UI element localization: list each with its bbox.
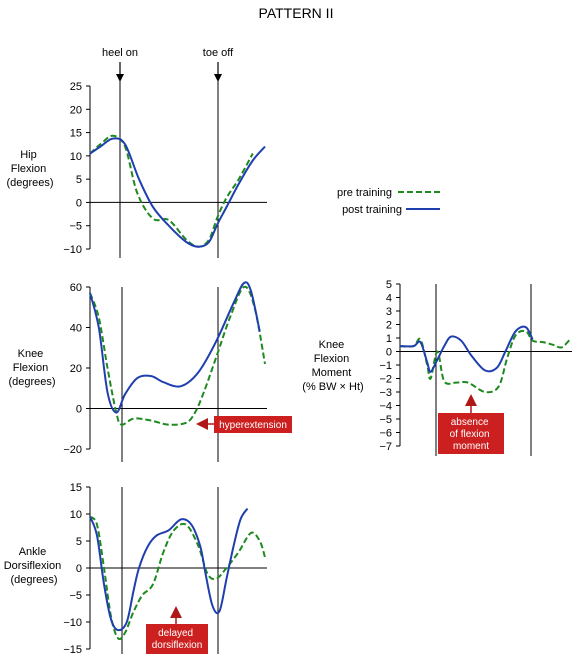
absence-text: absence of flexion moment	[450, 417, 493, 452]
ankle-tick-label: −5	[69, 590, 82, 602]
heel-on-arrowhead	[116, 74, 124, 82]
hip-pre-training-line	[89, 134, 254, 248]
moment-tick-label: −3	[379, 387, 392, 399]
ankle-post-training-line	[89, 507, 249, 632]
moment-tick-label: 0	[386, 347, 392, 359]
moment-tick-label: −6	[379, 428, 392, 440]
hip-tick-label: 0	[76, 197, 82, 209]
delayed-text: delayed dorsiflexion	[152, 628, 203, 651]
legend-post-label: post training	[342, 204, 402, 216]
moment-tick-label: 1	[386, 333, 392, 345]
hyperextension-box	[214, 416, 292, 433]
moment-tick-label: 4	[386, 293, 392, 305]
knee-ylabel: Knee Flexion (degrees)	[8, 348, 55, 388]
legend: pre training post training	[337, 187, 440, 216]
absence-box	[438, 413, 504, 454]
moment-ylabel: Knee Flexion Moment (% BW × Ht)	[302, 339, 363, 393]
ankle-tick-label: 15	[70, 482, 82, 494]
ankle-tick-label: 0	[76, 563, 82, 575]
delayed-box	[146, 624, 208, 654]
moment-tick-label: −5	[379, 414, 392, 426]
moment-pre-training-line	[399, 329, 571, 394]
moment-tick-label: −2	[379, 374, 392, 386]
toe-off-arrowhead	[214, 74, 222, 82]
hip-flexion-panel: 25 20 15 10 5 0 −5 −10	[63, 80, 267, 258]
hip-tick-label: −5	[69, 221, 82, 233]
toe-off-label: toe off	[203, 47, 234, 59]
ankle-pre-training-line	[89, 515, 266, 641]
hip-tick-label: 20	[70, 104, 82, 116]
hyperextension-annotation: hyperextension	[196, 416, 292, 433]
ankle-tick-label: 5	[76, 536, 82, 548]
figure-title: PATTERN II	[259, 5, 334, 21]
knee-tick-label: 20	[70, 363, 82, 375]
delayed-annotation: delayed dorsiflexion	[146, 606, 208, 654]
moment-tick-label: −1	[379, 360, 392, 372]
hyperextension-text: hyperextension	[219, 420, 287, 431]
heel-on-label: heel on	[102, 47, 138, 59]
hip-post-training-line	[89, 137, 266, 248]
knee-moment-panel: 5 43 21 0−1 −2−3 −4−5 −6−7	[379, 279, 572, 456]
knee-tick-label: 0	[76, 404, 82, 416]
hip-tick-label: 15	[70, 128, 82, 140]
moment-post-training-line	[399, 325, 534, 373]
knee-flexion-panel: 60 40 20 0 −20	[63, 281, 267, 462]
ankle-tick-label: 10	[70, 509, 82, 521]
ankle-ylabel: Ankle Dorsiflexion (degrees)	[4, 546, 65, 586]
hip-ylabel: Hip Flexion (degrees)	[6, 149, 53, 189]
knee-tick-label: 60	[70, 282, 82, 294]
absence-annotation: absence of flexion moment	[438, 394, 504, 454]
moment-tick-label: 5	[386, 279, 392, 291]
knee-tick-label: −20	[63, 444, 82, 456]
ankle-tick-label: −15	[63, 644, 82, 656]
legend-pre-label: pre training	[337, 187, 392, 199]
hip-tick-label: 5	[76, 174, 82, 186]
hip-tick-label: 10	[70, 151, 82, 163]
knee-tick-label: 40	[70, 323, 82, 335]
hip-tick-label: −10	[63, 244, 82, 256]
hip-tick-label: 25	[70, 81, 82, 93]
moment-tick-label: −7	[379, 441, 392, 453]
ankle-dorsiflexion-panel: 15 10 5 0 −5 −10 −15	[63, 482, 267, 656]
moment-tick-label: −4	[379, 401, 392, 413]
knee-post-training-line	[89, 281, 261, 414]
ankle-tick-label: −10	[63, 617, 82, 629]
knee-pre-training-line	[89, 285, 266, 426]
moment-tick-label: 2	[386, 320, 392, 332]
moment-tick-label: 3	[386, 306, 392, 318]
